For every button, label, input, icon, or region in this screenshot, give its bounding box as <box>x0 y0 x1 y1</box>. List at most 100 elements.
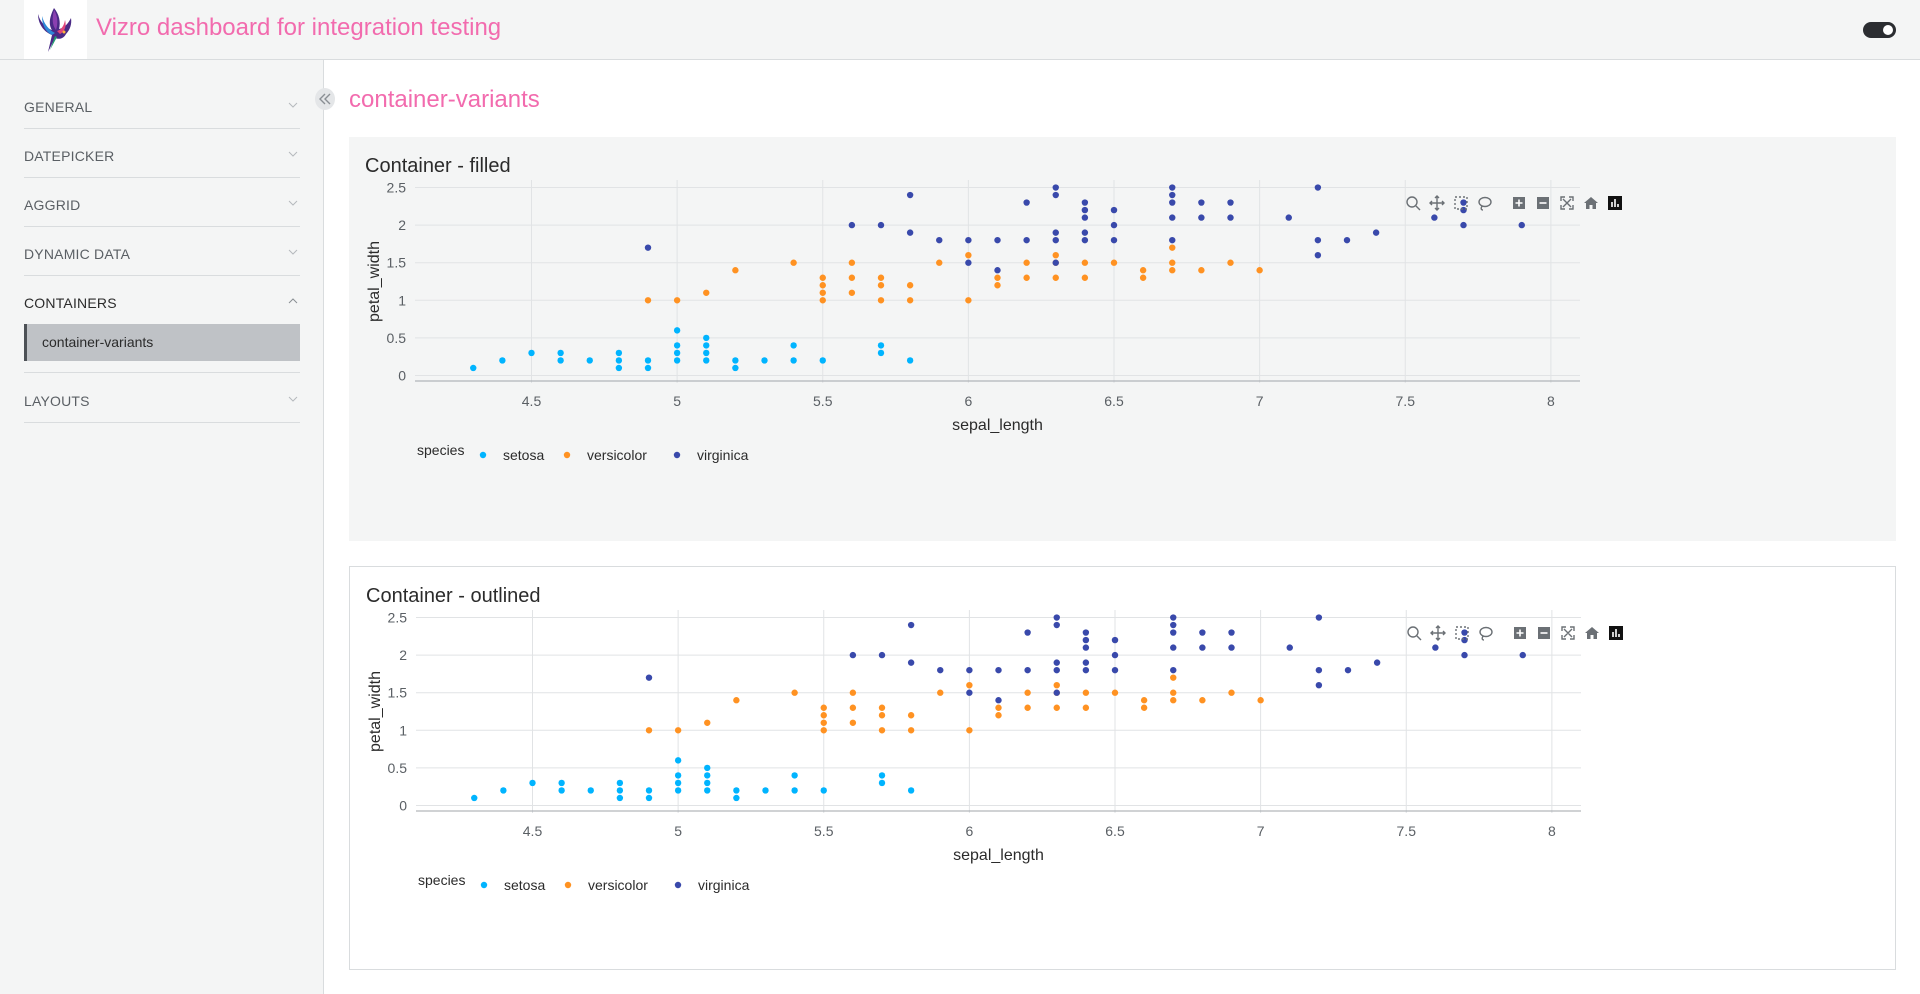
pan-icon[interactable] <box>1430 625 1446 641</box>
data-point-versicolor[interactable] <box>703 289 710 296</box>
data-point-versicolor[interactable] <box>732 267 739 274</box>
data-point-virginica[interactable] <box>1052 259 1059 266</box>
data-point-virginica[interactable] <box>1343 236 1351 244</box>
data-point-virginica[interactable] <box>1461 651 1468 659</box>
data-point-setosa[interactable] <box>703 334 710 342</box>
data-point-virginica[interactable] <box>1111 666 1119 674</box>
data-point-virginica[interactable] <box>1518 221 1525 229</box>
data-point-setosa[interactable] <box>644 364 652 372</box>
data-point-versicolor[interactable] <box>849 704 857 711</box>
data-point-virginica[interactable] <box>1372 229 1380 236</box>
data-point-versicolor[interactable] <box>1023 259 1030 266</box>
zoom-in-icon[interactable] <box>1513 197 1525 209</box>
legend-marker-setosa[interactable] <box>479 451 487 459</box>
data-point-versicolor[interactable] <box>1082 704 1090 711</box>
data-point-virginica[interactable] <box>907 621 915 629</box>
data-point-virginica[interactable] <box>644 244 652 251</box>
legend-marker-versicolor[interactable] <box>563 451 571 459</box>
data-point-versicolor[interactable] <box>1198 267 1205 274</box>
data-point-virginica[interactable] <box>1053 621 1060 629</box>
data-point-virginica[interactable] <box>1169 236 1176 244</box>
data-point-setosa[interactable] <box>673 327 681 334</box>
logo[interactable] <box>24 0 87 59</box>
data-point-setosa[interactable] <box>499 357 506 364</box>
data-point-setosa[interactable] <box>471 794 478 802</box>
scatter-chart[interactable]: 4.5 5 5.5 6 6.5 7 7.5 8 0 0.5 1 1.5 2 2.5 sepal_length… <box>350 567 1897 971</box>
data-point-virginica[interactable] <box>1314 236 1322 244</box>
data-point-setosa[interactable] <box>615 357 623 364</box>
data-point-setosa[interactable] <box>820 787 827 794</box>
data-point-virginica[interactable] <box>1082 636 1090 644</box>
data-point-virginica[interactable] <box>1227 214 1234 221</box>
data-point-setosa[interactable] <box>791 787 798 794</box>
data-point-virginica[interactable] <box>1053 659 1060 666</box>
pan-icon[interactable] <box>1429 195 1445 211</box>
data-point-virginica[interactable] <box>1081 214 1089 221</box>
data-point-versicolor[interactable] <box>1052 251 1059 259</box>
data-point-virginica[interactable] <box>965 236 972 244</box>
plotly-logo-icon[interactable] <box>1608 196 1622 210</box>
data-point-versicolor[interactable] <box>965 297 972 304</box>
data-point-virginica[interactable] <box>906 191 914 199</box>
data-point-virginica[interactable] <box>937 666 944 674</box>
data-point-setosa[interactable] <box>616 787 624 794</box>
data-point-virginica[interactable] <box>1315 681 1323 689</box>
data-point-setosa[interactable] <box>906 357 914 364</box>
data-point-versicolor[interactable] <box>1228 689 1235 696</box>
data-point-virginica[interactable] <box>1023 236 1030 244</box>
legend-label-versicolor[interactable]: versicolor <box>588 877 648 893</box>
data-point-versicolor[interactable] <box>1199 697 1206 704</box>
data-point-virginica[interactable] <box>1344 666 1352 674</box>
data-point-virginica[interactable] <box>1052 229 1059 236</box>
accordion-item-containers[interactable]: CONTAINERS <box>24 276 300 325</box>
data-point-virginica[interactable] <box>994 236 1001 244</box>
data-point-setosa[interactable] <box>762 787 769 794</box>
data-point-versicolor[interactable] <box>674 727 682 734</box>
data-point-versicolor[interactable] <box>1081 259 1089 266</box>
accordion-item-datepicker[interactable]: DATEPICKER <box>24 129 300 178</box>
data-point-setosa[interactable] <box>877 342 885 349</box>
data-point-versicolor[interactable] <box>1170 674 1177 681</box>
data-point-versicolor[interactable] <box>877 274 885 281</box>
reset-axes-icon[interactable] <box>1584 197 1598 209</box>
data-point-setosa[interactable] <box>704 764 711 772</box>
data-point-virginica[interactable] <box>965 259 972 266</box>
data-point-versicolor[interactable] <box>820 727 827 734</box>
accordion-item-general[interactable]: GENERAL <box>24 80 300 129</box>
data-point-virginica[interactable] <box>907 659 915 666</box>
legend-label-virginica[interactable]: virginica <box>698 877 750 893</box>
data-point-virginica[interactable] <box>1373 659 1381 666</box>
data-point-setosa[interactable] <box>645 787 653 794</box>
data-point-versicolor[interactable] <box>820 719 827 726</box>
lasso-icon[interactable] <box>1479 626 1493 641</box>
data-point-virginica[interactable] <box>1053 614 1060 621</box>
data-point-virginica[interactable] <box>1460 221 1467 229</box>
data-point-virginica[interactable] <box>1227 199 1234 206</box>
data-point-versicolor[interactable] <box>878 704 886 711</box>
data-point-setosa[interactable] <box>703 349 710 357</box>
data-point-versicolor[interactable] <box>820 712 827 719</box>
data-point-virginica[interactable] <box>1519 651 1526 659</box>
legend-label-setosa[interactable]: setosa <box>503 447 544 463</box>
legend-marker-virginica[interactable] <box>674 881 682 889</box>
data-point-virginica[interactable] <box>1170 621 1177 629</box>
data-point-virginica[interactable] <box>1170 629 1177 636</box>
data-point-versicolor[interactable] <box>1170 689 1177 696</box>
data-point-versicolor[interactable] <box>1053 704 1060 711</box>
data-point-setosa[interactable] <box>673 349 681 357</box>
data-point-setosa[interactable] <box>704 772 711 779</box>
data-point-versicolor[interactable] <box>1052 274 1059 281</box>
data-point-virginica[interactable] <box>1286 644 1293 651</box>
data-point-versicolor[interactable] <box>994 282 1001 289</box>
data-point-versicolor[interactable] <box>733 697 740 704</box>
data-point-versicolor[interactable] <box>644 297 652 304</box>
data-point-virginica[interactable] <box>1228 644 1235 651</box>
data-point-versicolor[interactable] <box>819 274 826 281</box>
data-point-virginica[interactable] <box>1199 629 1206 636</box>
data-point-virginica[interactable] <box>1461 636 1468 644</box>
data-point-versicolor[interactable] <box>1082 689 1090 696</box>
data-point-virginica[interactable] <box>1431 214 1438 221</box>
data-point-setosa[interactable] <box>674 779 682 787</box>
data-point-virginica[interactable] <box>1199 644 1206 651</box>
data-point-versicolor[interactable] <box>994 274 1001 281</box>
